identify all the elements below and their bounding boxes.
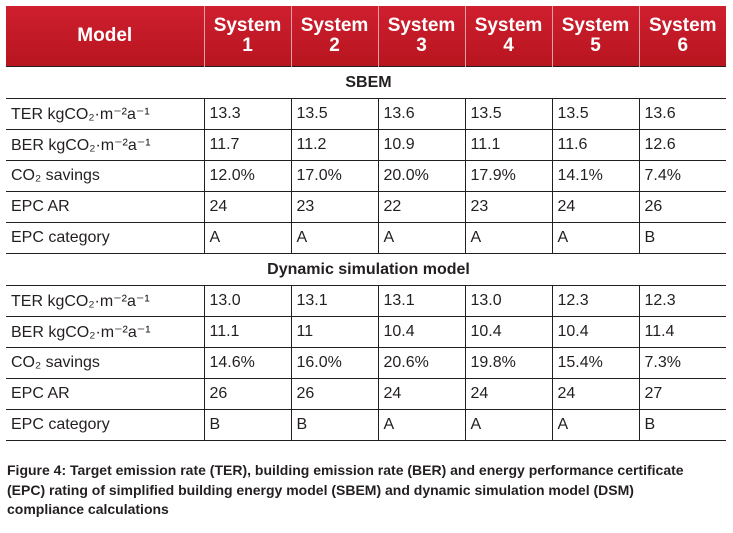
table-cell: 12.3 bbox=[551, 285, 640, 317]
column-header-system-4: System 4 bbox=[465, 6, 553, 67]
table-cell: A bbox=[551, 222, 640, 254]
table-row: BER kgCO₂·m⁻²a⁻¹ 11.7 11.2 10.9 11.1 11.6 12.6 bbox=[6, 129, 726, 161]
table-cell: 7.3% bbox=[638, 347, 726, 379]
table-cell: 13.3 bbox=[203, 98, 292, 130]
table-cell: B bbox=[638, 409, 726, 441]
table-cell: 17.0% bbox=[290, 160, 379, 192]
table-cell: 22 bbox=[377, 191, 466, 223]
table-row: CO₂ savings 14.6% 16.0% 20.6% 19.8% 15.4% 7.3% bbox=[6, 347, 726, 379]
table-cell: 19.8% bbox=[464, 347, 553, 379]
table-cell: 11 bbox=[290, 316, 379, 348]
table-cell: B bbox=[203, 409, 292, 441]
table-cell: 26 bbox=[290, 378, 379, 410]
column-header-system-5: System 5 bbox=[552, 6, 640, 67]
section-title: SBEM bbox=[6, 66, 726, 99]
table-cell: 13.0 bbox=[203, 285, 292, 317]
section-row: Dynamic simulation model bbox=[6, 253, 726, 286]
table-cell: 26 bbox=[203, 378, 292, 410]
results-table-container: Model System 1 System 2 System 3 System 4 Sys… bbox=[6, 6, 726, 441]
table-cell: 12.0% bbox=[203, 160, 292, 192]
table-row: CO₂ savings 12.0% 17.0% 20.0% 17.9% 14.1% 7.4% bbox=[6, 160, 726, 192]
table-cell: B bbox=[290, 409, 379, 441]
table-cell: A bbox=[290, 222, 379, 254]
table-row: BER kgCO₂·m⁻²a⁻¹ 11.1 11 10.4 10.4 10.4 11.4 bbox=[6, 316, 726, 348]
table-cell: A bbox=[464, 409, 553, 441]
table-cell: B bbox=[638, 222, 726, 254]
table-cell: A bbox=[377, 409, 466, 441]
table-cell: 7.4% bbox=[638, 160, 726, 192]
table-cell: 13.5 bbox=[464, 98, 553, 130]
table-cell: 11.4 bbox=[638, 316, 726, 348]
table-row: TER kgCO₂·m⁻²a⁻¹ 13.0 13.1 13.1 13.0 12.3 12.3 bbox=[6, 285, 726, 317]
table-cell: A bbox=[551, 409, 640, 441]
table-cell: 11.6 bbox=[551, 129, 640, 161]
table-cell: 20.6% bbox=[377, 347, 466, 379]
table-cell: 11.1 bbox=[464, 129, 553, 161]
table-cell: 12.6 bbox=[638, 129, 726, 161]
column-header-system-3: System 3 bbox=[378, 6, 466, 67]
table-cell: 13.5 bbox=[551, 98, 640, 130]
table-cell: 12.3 bbox=[638, 285, 726, 317]
table-row: EPC AR 26 26 24 24 24 27 bbox=[6, 378, 726, 410]
table-cell: 15.4% bbox=[551, 347, 640, 379]
table-cell: 24 bbox=[377, 378, 466, 410]
table-cell: 23 bbox=[464, 191, 553, 223]
row-label: TER kgCO₂·m⁻²a⁻¹ bbox=[6, 98, 205, 130]
row-label: CO₂ savings bbox=[6, 160, 205, 192]
table-header: Model System 1 System 2 System 3 System 4 Sys… bbox=[6, 6, 726, 67]
table-cell: 24 bbox=[464, 378, 553, 410]
table-cell: 10.9 bbox=[377, 129, 466, 161]
results-table: Model System 1 System 2 System 3 System 4 Sys… bbox=[6, 6, 726, 441]
table-body: SBEM TER kgCO₂·m⁻²a⁻¹ 13.3 13.5 13.6 13.5 13.5… bbox=[6, 66, 726, 441]
table-row: TER kgCO₂·m⁻²a⁻¹ 13.3 13.5 13.6 13.5 13.5 13.6 bbox=[6, 98, 726, 130]
table-cell: 24 bbox=[551, 191, 640, 223]
section-row: SBEM bbox=[6, 66, 726, 99]
figure-caption: Figure 4: Target emission rate (TER), bu… bbox=[7, 462, 684, 517]
column-header-system-1: System 1 bbox=[204, 6, 292, 67]
table-row: EPC AR 24 23 22 23 24 26 bbox=[6, 191, 726, 223]
table-row: EPC category A A A A A B bbox=[6, 222, 726, 254]
table-row: EPC category B B A A A B bbox=[6, 409, 726, 441]
table-cell: 13.1 bbox=[290, 285, 379, 317]
table-cell: A bbox=[377, 222, 466, 254]
row-label: EPC category bbox=[6, 222, 205, 254]
table-cell: 24 bbox=[203, 191, 292, 223]
row-label: CO₂ savings bbox=[6, 347, 205, 379]
table-cell: 27 bbox=[638, 378, 726, 410]
table-cell: 17.9% bbox=[464, 160, 553, 192]
table-cell: 10.4 bbox=[377, 316, 466, 348]
table-cell: 13.6 bbox=[638, 98, 726, 130]
column-header-system-2: System 2 bbox=[291, 6, 379, 67]
table-cell: A bbox=[203, 222, 292, 254]
table-cell: 13.0 bbox=[464, 285, 553, 317]
header-row: Model System 1 System 2 System 3 System 4 Sys… bbox=[6, 6, 726, 67]
column-header-system-6: System 6 bbox=[639, 6, 726, 67]
section-title: Dynamic simulation model bbox=[6, 253, 726, 286]
table-cell: 11.7 bbox=[203, 129, 292, 161]
column-header-model: Model bbox=[6, 6, 205, 67]
table-cell: 23 bbox=[290, 191, 379, 223]
table-cell: 10.4 bbox=[551, 316, 640, 348]
table-cell: 14.1% bbox=[551, 160, 640, 192]
table-cell: A bbox=[464, 222, 553, 254]
row-label: BER kgCO₂·m⁻²a⁻¹ bbox=[6, 129, 205, 161]
table-cell: 11.2 bbox=[290, 129, 379, 161]
table-cell: 11.1 bbox=[203, 316, 292, 348]
table-cell: 16.0% bbox=[290, 347, 379, 379]
table-cell: 13.1 bbox=[377, 285, 466, 317]
table-cell: 20.0% bbox=[377, 160, 466, 192]
table-cell: 24 bbox=[551, 378, 640, 410]
row-label: BER kgCO₂·m⁻²a⁻¹ bbox=[6, 316, 205, 348]
row-label: EPC AR bbox=[6, 378, 205, 410]
table-cell: 10.4 bbox=[464, 316, 553, 348]
table-cell: 13.6 bbox=[377, 98, 466, 130]
row-label: EPC AR bbox=[6, 191, 205, 223]
table-cell: 26 bbox=[638, 191, 726, 223]
row-label: EPC category bbox=[6, 409, 205, 441]
table-cell: 14.6% bbox=[203, 347, 292, 379]
row-label: TER kgCO₂·m⁻²a⁻¹ bbox=[6, 285, 205, 317]
table-cell: 13.5 bbox=[290, 98, 379, 130]
